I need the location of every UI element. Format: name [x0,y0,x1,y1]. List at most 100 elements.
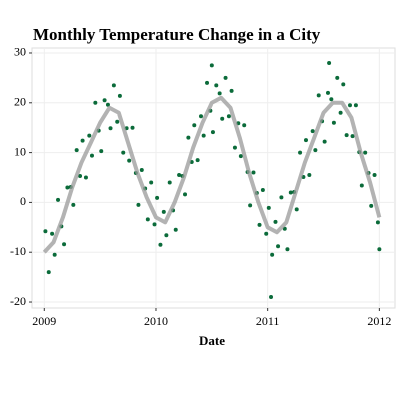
data-point [303,138,308,143]
x-tick-label: 2009 [32,314,56,328]
data-point [173,227,178,232]
data-point [127,158,132,163]
x-tick-label: 2010 [144,314,168,328]
data-point [83,175,88,180]
data-point [102,98,107,103]
data-point [335,75,340,80]
y-tick-label: 10 [14,144,26,158]
data-point [316,93,321,98]
data-point [62,242,67,247]
data-point [353,103,358,108]
data-point [310,129,315,134]
data-point [93,100,98,105]
data-point [251,170,256,175]
data-point [279,195,284,200]
data-point [294,207,299,212]
data-point [327,60,332,65]
data-point [232,145,237,150]
data-point [105,102,110,107]
data-point [220,116,225,121]
data-point [71,202,76,207]
data-point [369,203,374,208]
chart-title: Monthly Temperature Change in a City [33,25,321,44]
data-point [117,93,122,98]
data-point [288,190,293,195]
data-point [201,133,206,138]
data-point [341,82,346,87]
data-point [313,148,318,153]
data-point [363,150,368,155]
data-point [52,252,57,257]
data-point [214,83,219,88]
data-point [229,88,234,93]
data-point [195,158,200,163]
y-tick-label: 0 [20,194,26,208]
data-point [43,229,48,234]
data-point [260,187,265,192]
data-point [209,63,214,68]
data-point [87,133,92,138]
data-point [155,195,160,200]
data-point [375,220,380,225]
x-tick-label: 2011 [256,314,280,328]
data-point [192,123,197,128]
data-point [223,75,228,80]
data-point [329,97,334,102]
data-point [325,90,330,95]
data-point [377,247,382,252]
data-point [372,173,377,178]
data-point [331,120,336,125]
y-tick-label: 30 [14,45,26,59]
data-point [149,180,154,185]
data-point [99,149,104,154]
x-tick-label: 2012 [367,314,391,328]
data-point [198,114,203,119]
data-point [266,205,271,210]
plot-frame [31,47,396,309]
data-point [145,217,150,222]
data-point [177,173,182,178]
data-point [161,209,166,214]
data-point [350,134,355,139]
data-point [108,126,113,131]
data-point [186,135,191,140]
data-point [78,174,83,179]
data-point [248,203,253,208]
y-tick-label: -20 [10,294,26,308]
data-point [205,80,210,85]
data-point [136,202,141,207]
data-point [89,153,94,158]
data-point [121,150,126,155]
data-point [257,222,262,227]
data-point [298,150,303,155]
x-axis-title: Date [199,333,225,348]
data-point [344,133,349,138]
data-point [158,242,163,247]
trend-line [42,95,382,254]
data-point [152,222,157,227]
y-tick-label: -10 [10,244,26,258]
data-point [65,185,70,190]
data-point [139,168,144,173]
data-point [269,295,274,300]
data-point [270,252,275,257]
data-point [167,180,172,185]
data-point [273,219,278,224]
data-point [74,148,79,153]
data-point [242,123,247,128]
data-point [276,244,281,249]
data-point [238,154,243,159]
data-point [183,192,188,197]
data-point [217,91,222,96]
data-point [210,130,215,135]
data-point [80,138,85,143]
data-point [307,173,312,178]
data-point [50,231,55,236]
data-point [56,197,61,202]
data-point [111,83,116,88]
data-point [164,233,169,238]
data-point [130,125,135,130]
data-point [115,119,120,124]
